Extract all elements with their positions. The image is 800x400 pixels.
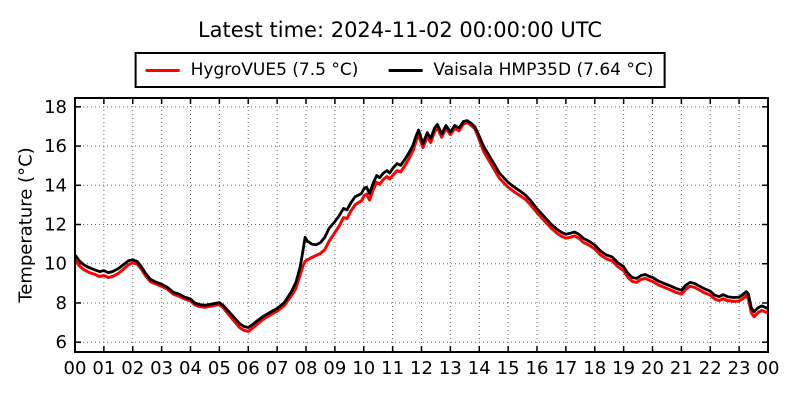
- y-tick-label: 8: [56, 293, 67, 314]
- x-tick-label: 02: [121, 358, 144, 379]
- x-tick-label: 03: [150, 358, 173, 379]
- x-tick-label: 21: [670, 358, 693, 379]
- x-tick-label: 19: [612, 358, 635, 379]
- x-axis-tick-labels: 00 01 02 03 04 05 06 07 08 09 10 11 12 13 14 15 16 17 18 19…: [64, 358, 780, 379]
- x-tick-label: 15: [497, 358, 520, 379]
- series-line-vaisala: [75, 119, 768, 329]
- y-tick-label: 16: [44, 136, 67, 157]
- y-tick-label: 14: [44, 175, 67, 196]
- plot-frame: [74, 97, 769, 353]
- x-tick-label: 05: [208, 358, 231, 379]
- y-tick-label: 10: [44, 254, 67, 275]
- y-axis-tick-labels: 6 8 10 12 14 16 18: [44, 97, 67, 353]
- x-tick-label: 20: [641, 358, 664, 379]
- x-tick-label: 11: [381, 358, 404, 379]
- x-tick-label: 12: [410, 358, 433, 379]
- legend-entry-vaisala: Vaisala HMP35D (7.64 °C): [388, 60, 653, 80]
- x-tick-label: 01: [92, 358, 115, 379]
- x-tick-label: 16: [526, 358, 549, 379]
- series-line-hygrovue5: [75, 121, 768, 333]
- x-tick-label: 17: [554, 358, 577, 379]
- y-tick-label: 12: [44, 215, 67, 236]
- legend-line-swatch-black: [388, 68, 423, 72]
- x-tick-label: 00: [64, 358, 87, 379]
- x-tick-label: 07: [266, 358, 289, 379]
- x-tick-label: 04: [179, 358, 202, 379]
- y-tick-label: 6: [56, 332, 67, 353]
- x-tick-label: 06: [237, 358, 260, 379]
- x-tick-label: 08: [295, 358, 318, 379]
- x-tick-label: 18: [583, 358, 606, 379]
- legend-label-hygrovue5: HygroVUE5 (7.5 °C): [190, 60, 359, 80]
- chart-legend: HygroVUE5 (7.5 °C) Vaisala HMP35D (7.64 …: [134, 52, 666, 88]
- x-tick-label: 23: [728, 358, 751, 379]
- x-tick-label: 09: [323, 358, 346, 379]
- x-tick-label: 22: [699, 358, 722, 379]
- x-tick-label: 13: [439, 358, 462, 379]
- chart-title: Latest time: 2024-11-02 00:00:00 UTC: [197, 18, 603, 42]
- legend-label-vaisala: Vaisala HMP35D (7.64 °C): [433, 60, 654, 80]
- x-tick-label: 14: [468, 358, 491, 379]
- x-tick-label: 10: [352, 358, 375, 379]
- x-tick-label: 00: [757, 358, 780, 379]
- legend-entry-hygrovue5: HygroVUE5 (7.5 °C): [145, 60, 359, 80]
- legend-line-swatch-red: [145, 68, 180, 72]
- y-tick-label: 18: [44, 97, 67, 118]
